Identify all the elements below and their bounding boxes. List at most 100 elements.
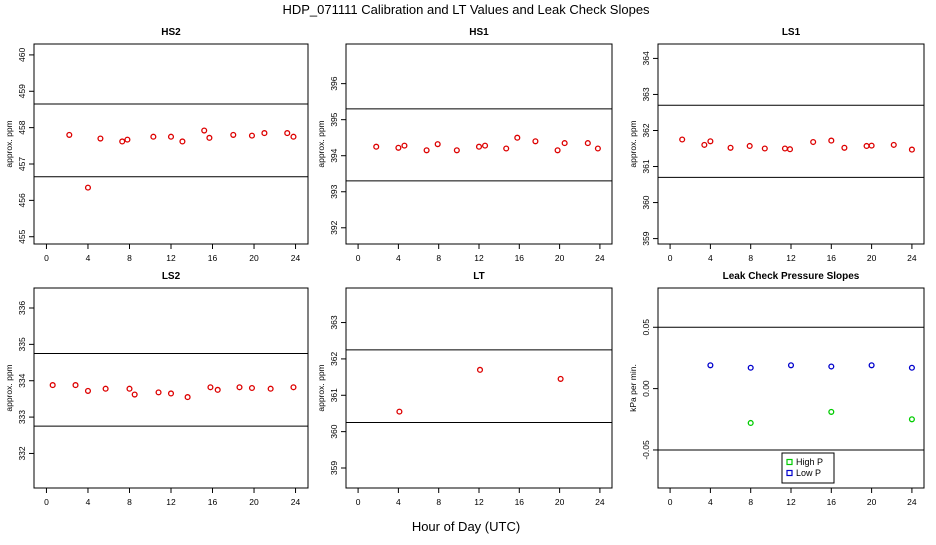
data-point — [557, 375, 564, 382]
x-tick-label: 24 — [907, 253, 917, 263]
data-point — [248, 384, 256, 392]
data-point — [167, 133, 175, 140]
panel-ls1: LS1 0 4 8 12 16 20 24 359 360 361 362 363 364 approx. … — [628, 27, 925, 263]
data-point — [890, 141, 897, 148]
data-point — [594, 145, 601, 152]
data-point — [373, 143, 380, 150]
data-point-low-p — [787, 362, 795, 369]
y-tick-label: 363 — [641, 87, 651, 101]
data-point — [746, 142, 753, 150]
x-tick-label: 16 — [515, 253, 525, 263]
x-tick-label: 20 — [249, 253, 259, 263]
data-point — [781, 145, 789, 152]
x-tick-label: 4 — [708, 253, 713, 263]
y-tick-label: 455 — [17, 229, 27, 243]
data-point — [475, 143, 483, 150]
x-tick-label: 12 — [474, 497, 484, 507]
x-tick-label: 4 — [396, 497, 401, 507]
x-tick-label: 16 — [827, 497, 837, 507]
data-point-low-p — [707, 362, 714, 369]
data-point — [184, 394, 191, 401]
data-point — [206, 134, 213, 141]
plot-frame — [345, 287, 613, 489]
data-point-high-p — [747, 419, 754, 427]
legend-swatch-low-p — [786, 469, 793, 477]
legend-label-high-p: High P — [796, 457, 823, 467]
data-point — [514, 134, 521, 141]
y-tick-label: 359 — [329, 461, 339, 475]
data-point — [863, 142, 870, 150]
data-point — [453, 147, 460, 154]
data-point — [155, 389, 162, 396]
data-point — [908, 146, 915, 153]
data-point — [701, 141, 708, 148]
panels-group: HS2 0 4 8 12 16 20 24 455 456 457 458 459 460 approx. … — [4, 27, 925, 507]
y-tick-label: 362 — [641, 123, 651, 137]
data-point — [214, 386, 221, 393]
data-point — [84, 387, 92, 394]
data-point — [102, 385, 109, 392]
data-point — [561, 140, 568, 147]
x-tick-label: 0 — [356, 497, 361, 507]
panel-hs1: HS1 0 4 8 12 16 20 24 392 393 394 395 396 approx. ppm — [316, 27, 613, 263]
data-point — [201, 127, 208, 134]
y-tick-label: 459 — [17, 84, 27, 98]
y-axis-label: approx. ppm — [4, 364, 14, 411]
y-tick-label: 394 — [329, 148, 339, 162]
y-tick-label: 362 — [329, 352, 339, 366]
data-point — [476, 366, 484, 373]
panel-title: LT — [473, 271, 484, 282]
y-tick-label: 335 — [17, 337, 27, 351]
data-point — [395, 144, 402, 151]
data-point-low-p — [828, 363, 835, 370]
data-point — [97, 135, 104, 142]
y-tick-label: 364 — [641, 51, 651, 65]
y-axis-label: approx. ppm — [4, 120, 14, 167]
y-axis-label: approx. ppm — [316, 120, 326, 167]
data-point — [261, 130, 268, 137]
data-point — [236, 384, 243, 391]
x-tick-label: 16 — [515, 497, 525, 507]
data-point — [230, 131, 237, 138]
data-point — [679, 136, 686, 143]
data-point — [131, 391, 138, 398]
y-tick-label: 456 — [17, 193, 27, 207]
x-tick-label: 8 — [748, 253, 753, 263]
legend-swatch-high-p — [786, 458, 793, 466]
data-point — [119, 138, 126, 145]
x-tick-label: 8 — [436, 253, 441, 263]
x-tick-label: 24 — [595, 497, 605, 507]
x-tick-label: 8 — [436, 497, 441, 507]
y-axis-label: approx. ppm — [628, 120, 638, 167]
x-tick-label: 24 — [291, 253, 301, 263]
y-tick-label: 392 — [329, 220, 339, 234]
data-point — [503, 145, 510, 152]
panel-title: LS2 — [162, 271, 181, 282]
y-tick-label: 395 — [329, 112, 339, 126]
y-tick-label: 333 — [17, 410, 27, 424]
data-point — [401, 142, 408, 149]
x-tick-label: 12 — [166, 253, 176, 263]
data-point-high-p — [908, 416, 915, 423]
data-point — [727, 144, 734, 151]
x-tick-label: 12 — [166, 497, 176, 507]
panel-title: Leak Check Pressure Slopes — [723, 271, 860, 282]
x-tick-label: 0 — [44, 253, 49, 263]
data-point — [179, 138, 186, 145]
y-tick-label: 460 — [17, 48, 27, 62]
legend-box — [781, 452, 835, 484]
data-point — [868, 142, 875, 149]
x-tick-label: 24 — [595, 253, 605, 263]
panel-title: HS1 — [469, 27, 489, 38]
panel-hs2: HS2 0 4 8 12 16 20 24 455 456 457 458 459 460 approx. … — [4, 27, 309, 263]
y-tick-label: 457 — [17, 157, 27, 171]
data-point — [167, 390, 175, 397]
x-tick-label: 12 — [786, 253, 796, 263]
data-point — [423, 147, 430, 154]
y-tick-label: 334 — [17, 373, 27, 387]
x-tick-label: 0 — [668, 253, 673, 263]
x-tick-label: 0 — [668, 497, 673, 507]
data-point — [554, 147, 561, 154]
